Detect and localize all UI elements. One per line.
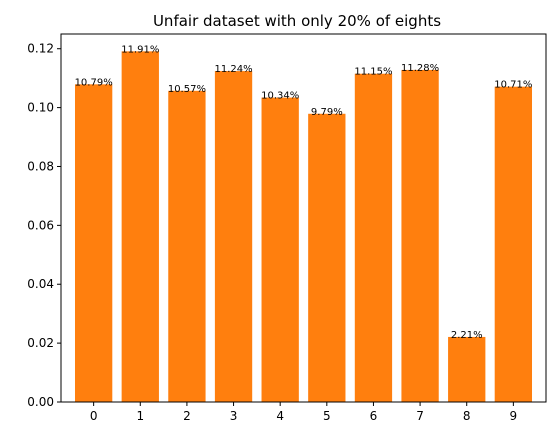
data-label-8: 2.21% [451, 330, 483, 341]
bar-1 [121, 51, 159, 403]
bar-9 [494, 86, 533, 402]
x-tick-label-2: 2 [183, 409, 191, 423]
bar-8 [448, 336, 486, 402]
y-tick-label-0: 0.00 [27, 395, 54, 409]
data-label-6: 11.15% [354, 67, 392, 78]
y-tick-label-6: 0.12 [27, 42, 54, 56]
bar-0 [74, 84, 113, 402]
x-tick-label-8: 8 [463, 409, 471, 423]
bar-2 [168, 90, 206, 402]
chart-title: Unfair dataset with only 20% of eights [153, 12, 441, 30]
y-tick-label-4: 0.08 [27, 159, 54, 173]
bar-3 [214, 71, 253, 402]
bar-7 [401, 69, 439, 403]
data-label-9: 10.71% [494, 80, 532, 91]
data-label-2: 10.57% [168, 84, 206, 95]
x-tick-label-1: 1 [136, 409, 144, 423]
x-tick-label-4: 4 [276, 409, 284, 423]
data-labels-layer: 10.79% 11.91% 10.57% 11.24% 10.34% 9.79% 11.15… [75, 44, 533, 341]
x-tick-label-9: 9 [510, 409, 518, 423]
x-tick-label-6: 6 [370, 409, 378, 423]
x-tick-label-0: 0 [90, 409, 98, 423]
data-label-4: 10.34% [261, 91, 299, 102]
x-tick-label-7: 7 [416, 409, 424, 423]
data-label-1: 11.91% [121, 44, 159, 55]
data-label-7: 11.28% [401, 63, 439, 74]
bars-layer [74, 51, 533, 403]
y-axis: 0.00 0.02 0.04 0.06 0.08 0.10 0.12 [27, 42, 61, 409]
y-tick-label-2: 0.04 [27, 277, 54, 291]
data-label-0: 10.79% [75, 77, 113, 88]
bar-4 [261, 97, 299, 402]
x-tick-label-5: 5 [323, 409, 331, 423]
bar-5 [308, 113, 346, 402]
y-tick-label-3: 0.06 [27, 218, 54, 232]
data-label-5: 9.79% [311, 107, 343, 118]
x-tick-label-3: 3 [230, 409, 238, 423]
data-label-3: 11.24% [214, 64, 252, 75]
x-axis: 0 1 2 3 4 5 6 7 8 9 [90, 402, 517, 423]
bar-6 [354, 73, 393, 403]
y-tick-label-5: 0.10 [27, 101, 54, 115]
y-tick-label-1: 0.02 [27, 336, 54, 350]
plot-frame [60, 33, 547, 403]
